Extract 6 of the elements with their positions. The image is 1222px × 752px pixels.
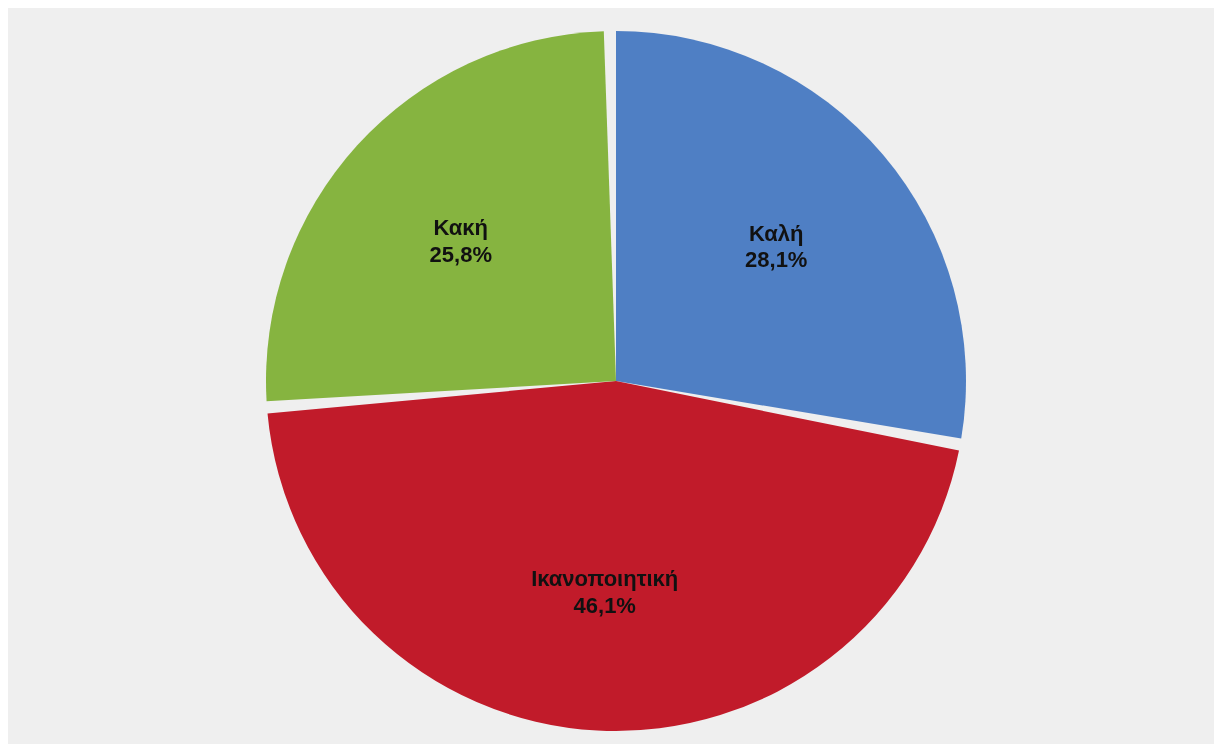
slice-label: Καλή xyxy=(748,220,804,246)
data-label: 28,1% xyxy=(745,247,808,273)
data-label: 46,1% xyxy=(573,592,636,618)
slice-label: Ικανοποιητική xyxy=(531,566,679,592)
data-label: 25,8% xyxy=(429,241,492,267)
slice-label: Κακή xyxy=(433,215,489,241)
